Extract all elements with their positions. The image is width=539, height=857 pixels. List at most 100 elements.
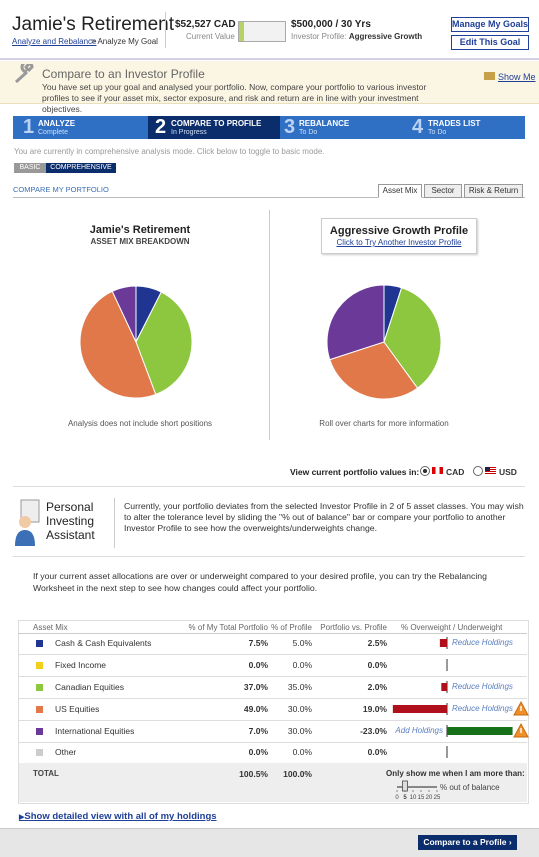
filter-unit: % out of balance [440, 783, 500, 792]
column-header: % Overweight / Underweight [401, 623, 503, 632]
step-title: ANALYZE [38, 119, 76, 128]
step-number: 2 [155, 116, 167, 138]
profile-name: Aggressive Growth [348, 32, 423, 41]
comprehensive-tab[interactable]: COMPREHENSIVE [46, 163, 116, 173]
asset-name: Cash & Cash Equivalents [55, 638, 152, 648]
profile-pct: 0.0% [292, 747, 312, 757]
rule [18, 633, 527, 634]
wrench-icon [14, 64, 34, 84]
row-rule [18, 720, 527, 721]
rule [13, 556, 525, 557]
asset-name: International Equities [55, 726, 135, 736]
breadcrumb-link[interactable]: Analyze and Rebalance [12, 37, 97, 46]
step-status: Complete [38, 129, 68, 136]
profile-label: Investor Profile: Aggressive Growth [291, 32, 422, 41]
step-title: TRADES LIST [428, 119, 481, 128]
action-link[interactable]: Reduce Holdings [452, 638, 513, 647]
assistant-title-line: Personal [46, 500, 94, 514]
portfolio-chart-subtitle: ASSET MIX BREAKDOWN [90, 237, 190, 246]
usd-radio[interactable] [473, 466, 483, 476]
step-title: COMPARE TO PROFILE [171, 119, 262, 128]
banner-text: You have set up your goal and analysed y… [42, 82, 427, 114]
divider [165, 12, 166, 48]
assistant-icon [15, 499, 40, 546]
profile-pct: 30.0% [287, 704, 312, 714]
edit-goal-button[interactable]: Edit This Goal [451, 35, 529, 50]
mode-text: You are currently in comprehensive analy… [14, 147, 325, 156]
difference-pct: 19.0% [362, 704, 387, 714]
difference-pct: 0.0% [367, 747, 387, 757]
action-link[interactable]: Reduce Holdings [452, 682, 513, 691]
row-rule [18, 698, 527, 699]
column-header: % of Profile [271, 623, 312, 632]
step-number: 1 [23, 116, 35, 138]
portfolio-pct: 37.0% [243, 682, 268, 692]
cad-option[interactable]: CAD [446, 467, 465, 477]
difference-pct: 2.5% [367, 638, 387, 648]
rule [13, 486, 525, 487]
pie-slice [383, 284, 403, 343]
basic-tab[interactable]: BASIC [14, 163, 46, 173]
row-rule [18, 676, 527, 677]
cad-radio[interactable] [420, 466, 430, 476]
legend-swatch [36, 640, 43, 647]
advice: If your current asset allocations are ov… [33, 571, 487, 593]
portfolio-chart-note: Analysis does not include short position… [67, 419, 213, 428]
compare-button[interactable]: Compare to a Profile › [418, 835, 517, 850]
total-profile: 100.0% [283, 769, 312, 779]
current-value-label: Current Value [186, 32, 235, 41]
asset-name: Canadian Equities [55, 682, 124, 692]
sector-tab[interactable]: Sector [424, 184, 462, 198]
legend-swatch [36, 684, 43, 691]
total-label: TOTAL [33, 769, 59, 778]
difference-pct: -23.0% [360, 726, 387, 736]
pie-slice [135, 285, 162, 343]
column-header: Asset Mix [33, 623, 68, 632]
step-status: To Do [299, 129, 318, 136]
risk-return-tab[interactable]: Risk & Return [464, 184, 523, 198]
column-header: % of My Total Portfolio [188, 623, 268, 632]
legend-swatch [36, 662, 43, 669]
action-link[interactable]: Reduce Holdings [452, 704, 513, 713]
manage-goals-button[interactable]: Manage My Goals [451, 17, 529, 32]
holdings-link-text[interactable]: Show detailed view with all of my holdin… [24, 811, 217, 822]
asset-name: Other [55, 747, 77, 757]
banner [0, 61, 539, 104]
profile-box [321, 218, 477, 254]
action-link[interactable]: Add Holdings [395, 726, 443, 735]
compare-button-text[interactable]: Compare to a Profile [423, 837, 507, 847]
cad-flag [432, 467, 443, 474]
show-me-icon [484, 72, 495, 80]
pie-slice [383, 287, 442, 389]
active-step [148, 116, 280, 139]
divider [269, 210, 270, 440]
portfolio-pct: 7.0% [248, 726, 268, 736]
column-header: Portfolio vs. Profile [320, 623, 387, 632]
pie-slice [111, 285, 137, 343]
page-title: Jamie's Retirement [12, 14, 175, 35]
total-row [19, 763, 527, 802]
difference-pct: 2.0% [367, 682, 387, 692]
pie-slice [383, 287, 403, 343]
profile-chart-note: Roll over charts for more information [319, 419, 449, 428]
divider [114, 498, 115, 548]
difference-pct: 0.0% [367, 660, 387, 670]
usd-flag [485, 467, 496, 474]
profile-chart-title: Aggressive Growth Profile [329, 225, 469, 237]
step-status: In Progress [171, 129, 207, 136]
asset-name: US Equities [55, 704, 100, 714]
usd-option[interactable]: USD [499, 467, 517, 477]
holdings-link[interactable]: ▶Show detailed view with all of my holdi… [19, 811, 217, 822]
profile-pct: 5.0% [292, 638, 312, 648]
step-title: REBALANCE [299, 119, 350, 128]
row-rule [18, 742, 527, 743]
asset-mix-tab[interactable]: Asset Mix [378, 184, 422, 198]
pie-slice [79, 290, 157, 399]
profile-pct: 35.0% [287, 682, 312, 692]
assistant-title-line: Investing [46, 514, 95, 528]
show-me-link[interactable]: Show Me [498, 72, 536, 82]
profile-chart-link[interactable]: Click to Try Another Investor Profile [336, 238, 462, 247]
portfolio-pct: 0.0% [248, 660, 268, 670]
step-number: 3 [284, 116, 296, 138]
